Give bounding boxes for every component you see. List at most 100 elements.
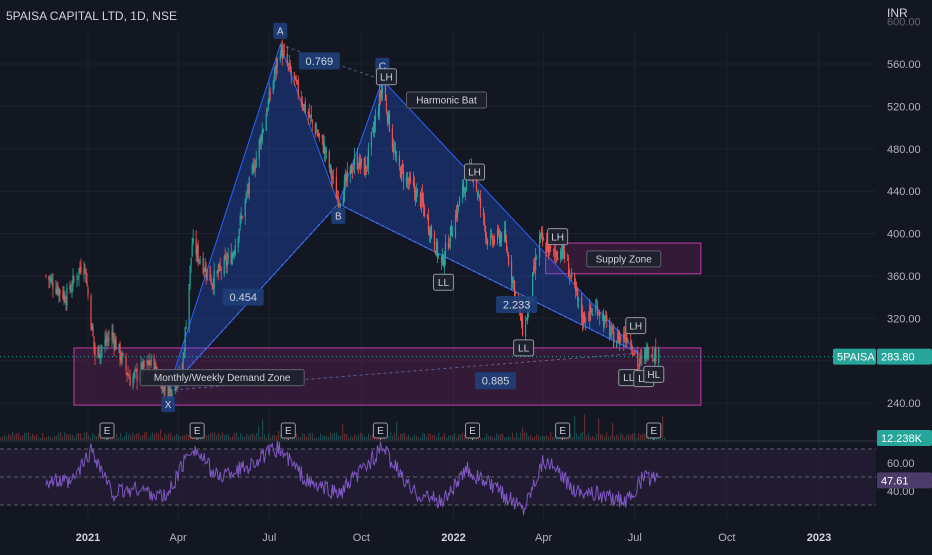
candle-body-43: [106, 340, 108, 342]
candle-body-175: [290, 70, 292, 76]
volume-bar-662: [662, 416, 664, 440]
volume-bar-68: [68, 434, 70, 440]
candle-body-290: [451, 234, 454, 238]
candle-body-385: [585, 320, 587, 322]
rsi-value-badge-bg: [877, 472, 932, 489]
volume-bar-310: [310, 432, 312, 440]
candle-body-306: [475, 177, 478, 190]
candle-body-207: [336, 195, 338, 199]
volume-bar-608: [608, 436, 610, 440]
volume-bar-164: [164, 433, 166, 440]
volume-bar-580: [580, 432, 582, 440]
volume-bar-500: [500, 434, 502, 440]
candle-body-371: [567, 258, 569, 261]
candle-body-107: [196, 247, 198, 256]
volume-bar-592: [592, 435, 594, 440]
volume-bar-612: [612, 422, 614, 440]
candle-body-286: [447, 243, 450, 249]
candle-body-202: [329, 164, 331, 168]
volume-bar-350: [350, 435, 352, 440]
volume-bar-34: [34, 435, 36, 440]
candle-body-410: [620, 337, 622, 339]
volume-bar-312: [312, 433, 314, 440]
candle-body-210: [339, 204, 341, 207]
volume-bar-94: [94, 435, 96, 440]
candle-body-415: [627, 339, 629, 343]
event-marker-4-bg: [465, 422, 481, 439]
candle-body-148: [253, 166, 255, 172]
candle-body-68: [141, 363, 143, 374]
candle-body-422: [638, 365, 640, 367]
candle-body-343: [527, 308, 529, 322]
candle-body-269: [422, 199, 425, 208]
candle-body-58: [127, 374, 129, 376]
candle-body-395: [599, 311, 601, 317]
volume-bar-402: [402, 433, 404, 440]
volume-bar-134: [134, 434, 136, 440]
candle-body-245: [388, 113, 391, 132]
candle-body-102: [189, 265, 191, 286]
ratio-label-0-bg: [298, 52, 340, 70]
candle-body-36: [97, 347, 99, 356]
ratio-label-1-text: 0.454: [229, 292, 257, 304]
candle-body-237: [378, 93, 380, 114]
swing-label-0-text: LH: [380, 72, 393, 83]
volume-bar-58: [58, 432, 60, 440]
volume-bar-340: [340, 435, 342, 440]
candle-body-401: [609, 320, 611, 337]
pattern-name-label: Harmonic Bat: [405, 91, 487, 109]
candle-body-11: [62, 290, 64, 299]
candle-body-149: [254, 167, 256, 170]
candle-body-408: [618, 331, 620, 343]
volume-bar-74: [74, 437, 76, 440]
y-tick-2: 480.00: [887, 144, 921, 156]
candle-body-178: [295, 79, 297, 83]
volume-bar-76: [76, 433, 78, 440]
candle-body-153: [260, 137, 262, 142]
candle-body-398: [604, 316, 606, 325]
volume-bar-268: [268, 433, 270, 440]
candle-body-315: [486, 239, 489, 246]
candle-body-300: [465, 176, 468, 192]
candle-body-420: [634, 351, 636, 354]
volume-bar-624: [624, 437, 626, 440]
candle-body-409: [619, 336, 621, 346]
volume-bar-548: [548, 436, 550, 440]
harmonic-point-a: A: [273, 22, 288, 39]
candle-body-174: [289, 64, 291, 71]
candle-body-131: [230, 252, 232, 264]
volume-bar-552: [552, 436, 554, 440]
volume-bar-518: [518, 437, 520, 440]
swing-label-1: LH: [464, 163, 486, 181]
volume-bar-410: [410, 437, 412, 440]
candle-body-382: [582, 314, 584, 324]
candle-body-40: [101, 346, 103, 350]
ratio-label-3-bg: [475, 372, 517, 390]
candle-body-170: [283, 50, 285, 52]
candle-body-418: [632, 351, 634, 356]
candle-body-191: [314, 123, 316, 135]
volume-bar-276: [276, 435, 278, 440]
candle-body-21: [76, 279, 78, 281]
volume-bar-222: [222, 432, 224, 440]
candle-body-394: [598, 313, 600, 315]
volume-bar-168: [168, 433, 170, 440]
volume-bar-20: [20, 436, 22, 440]
candle-body-165: [276, 58, 278, 68]
candle-body-416: [630, 341, 632, 343]
volume-bar-428: [428, 433, 430, 440]
candle-body-103: [190, 257, 192, 266]
candle-body-266: [419, 192, 422, 207]
candle-body-129: [226, 260, 228, 267]
candle-body-243: [386, 112, 389, 122]
volume-bar-632: [632, 433, 634, 440]
event-marker-2: E: [280, 422, 296, 439]
candle-body-26: [83, 268, 85, 275]
candle-body-185: [304, 101, 306, 113]
candle-body-280: [437, 253, 440, 256]
volume-bar-362: [362, 434, 364, 440]
candle-body-111: [202, 257, 204, 273]
ratio-label-1-bg: [222, 288, 264, 306]
